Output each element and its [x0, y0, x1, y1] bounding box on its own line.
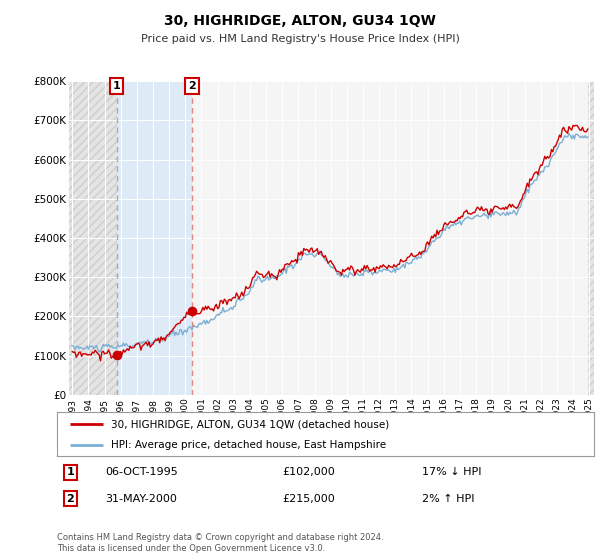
- Text: 30, HIGHRIDGE, ALTON, GU34 1QW (detached house): 30, HIGHRIDGE, ALTON, GU34 1QW (detached…: [111, 419, 389, 429]
- Text: 2: 2: [188, 81, 196, 91]
- Text: 1: 1: [67, 468, 74, 478]
- Text: 31-MAY-2000: 31-MAY-2000: [106, 493, 177, 503]
- Text: 06-OCT-1995: 06-OCT-1995: [106, 468, 178, 478]
- Text: 1: 1: [113, 81, 121, 91]
- Text: HPI: Average price, detached house, East Hampshire: HPI: Average price, detached house, East…: [111, 440, 386, 450]
- Text: 30, HIGHRIDGE, ALTON, GU34 1QW: 30, HIGHRIDGE, ALTON, GU34 1QW: [164, 14, 436, 28]
- Text: 2: 2: [67, 493, 74, 503]
- Text: 2% ↑ HPI: 2% ↑ HPI: [422, 493, 475, 503]
- Bar: [116, 81, 192, 395]
- Text: Price paid vs. HM Land Registry's House Price Index (HPI): Price paid vs. HM Land Registry's House …: [140, 34, 460, 44]
- Text: £215,000: £215,000: [283, 493, 335, 503]
- Text: Contains HM Land Registry data © Crown copyright and database right 2024.
This d: Contains HM Land Registry data © Crown c…: [57, 533, 383, 553]
- Text: 17% ↓ HPI: 17% ↓ HPI: [422, 468, 482, 478]
- Text: £102,000: £102,000: [283, 468, 335, 478]
